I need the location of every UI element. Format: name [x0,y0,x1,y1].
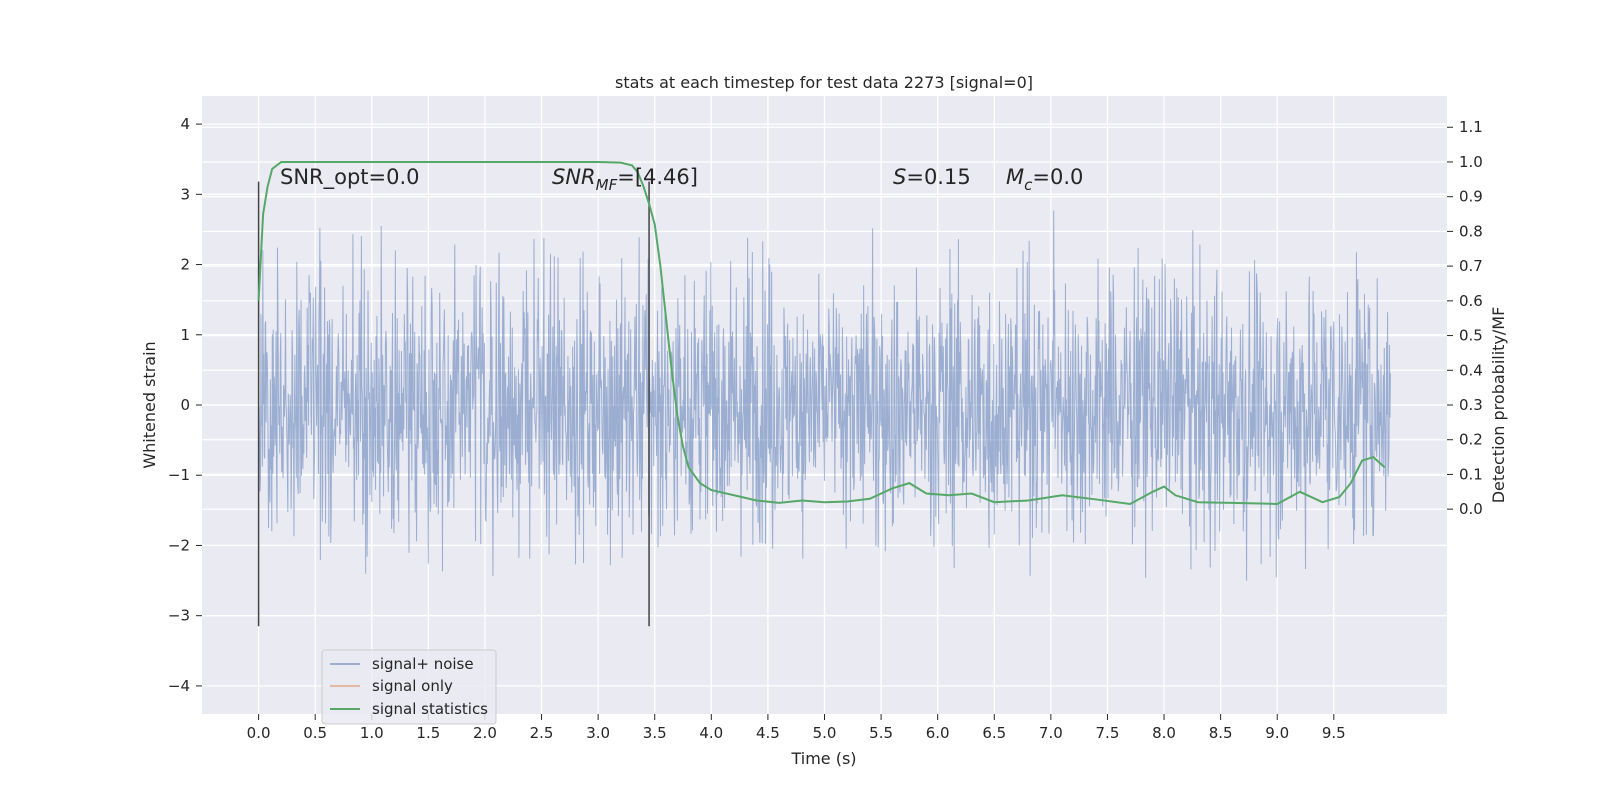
y-right-tick-label: 0.4 [1459,361,1483,379]
x-tick-label: 8.5 [1209,724,1233,742]
legend-label-signal-statistics: signal statistics [372,700,488,718]
y-right-tick-label: 1.0 [1459,153,1483,171]
y-right-axis-ticks: 1.1 1.0 0.9 0.8 0.7 0.6 0.5 0.4 0.3 0.2 0.1 0.0 [1447,118,1483,518]
annotation-mc: Mc=0.0 [1006,165,1083,194]
y-tick-label: 2 [180,256,190,274]
x-tick-label: 8.0 [1152,724,1176,742]
y-right-tick-label: 0.1 [1459,465,1483,483]
x-tick-label: 2.5 [530,724,554,742]
x-tick-label: 3.5 [643,724,667,742]
y-tick-label: 0 [180,396,190,414]
annotation-s-value: =0.15 [906,165,970,189]
legend-label-signal-noise: signal+ noise [372,655,474,673]
vertical-markers [257,181,650,627]
series-signal-statistics [257,160,1386,505]
annotation-mc-subscript: c [1024,176,1033,194]
y-tick-label: 1 [180,326,190,344]
y-tick-label: −4 [168,677,190,695]
x-tick-label: 7.0 [1039,724,1063,742]
annotation-snr-opt: SNR_opt=0.0 [280,165,420,190]
y-axis-label: Whitened strain [140,341,159,468]
x-axis-label: Time (s) [790,749,856,768]
y-axis-ticks: 4 3 2 1 0 −1 −2 −3 −4 [168,115,202,695]
annotation-s-symbol: S [893,165,906,189]
x-tick-label: 0.5 [303,724,327,742]
annotation-snr-mf-symbol: SNR [552,165,596,189]
signal-statistics-line [257,160,1386,505]
y-right-tick-label: 0.7 [1459,257,1483,275]
annotation-snr-mf-subscript: MF [596,176,618,194]
y-right-tick-label: 0.5 [1459,327,1483,345]
x-tick-label: 2.0 [473,724,497,742]
y-right-axis-label: Detection probability/MF [1489,307,1508,504]
x-tick-label: 4.0 [699,724,723,742]
series-signal-noise [258,210,1391,581]
annotation-snr-mf-value: =[4.46] [617,165,698,189]
x-tick-label: 5.0 [813,724,837,742]
x-tick-label: 4.5 [756,724,780,742]
x-tick-label: 0.0 [247,724,271,742]
x-tick-label: 9.0 [1265,724,1289,742]
x-tick-label: 7.5 [1096,724,1120,742]
y-right-tick-label: 0.8 [1459,222,1483,240]
x-tick-label: 1.5 [416,724,440,742]
legend-box [321,649,497,725]
y-tick-label: −2 [168,536,190,554]
annotation-s: S=0.15 [893,165,971,189]
x-tick-label: 5.5 [869,724,893,742]
y-right-tick-label: 0.9 [1459,188,1483,206]
x-tick-label: 6.5 [982,724,1006,742]
x-tick-label: 6.0 [926,724,950,742]
y-tick-label: −1 [168,466,190,484]
x-tick-label: 3.0 [586,724,610,742]
y-tick-label: 4 [180,115,190,133]
annotation-snr-mf: SNRMF=[4.46] [552,165,698,194]
y-right-tick-label: 1.1 [1459,118,1483,136]
y-tick-label: −3 [168,607,190,625]
x-tick-label: 1.0 [360,724,384,742]
x-axis-ticks: 0.0 0.5 1.0 1.5 2.0 2.5 3.0 3.5 4.0 4.5 5.0 5.5 6.0 6… [247,714,1346,742]
y-right-tick-label: 0.2 [1459,431,1483,449]
y-right-tick-label: 0.6 [1459,292,1483,310]
signal-noise-line [258,210,1391,581]
y-right-tick-label: 0.3 [1459,396,1483,414]
x-tick-label: 9.5 [1322,724,1346,742]
legend-label-signal-only: signal only [372,677,453,695]
chart-title: stats at each timestep for test data 227… [615,73,1033,92]
annotation-mc-symbol: M [1006,165,1024,189]
y-right-tick-label: 0.0 [1459,500,1483,518]
annotation-mc-value: =0.0 [1032,165,1083,189]
legend: signal+ noise signal only signal statist… [321,649,497,725]
y-tick-label: 3 [180,185,190,203]
